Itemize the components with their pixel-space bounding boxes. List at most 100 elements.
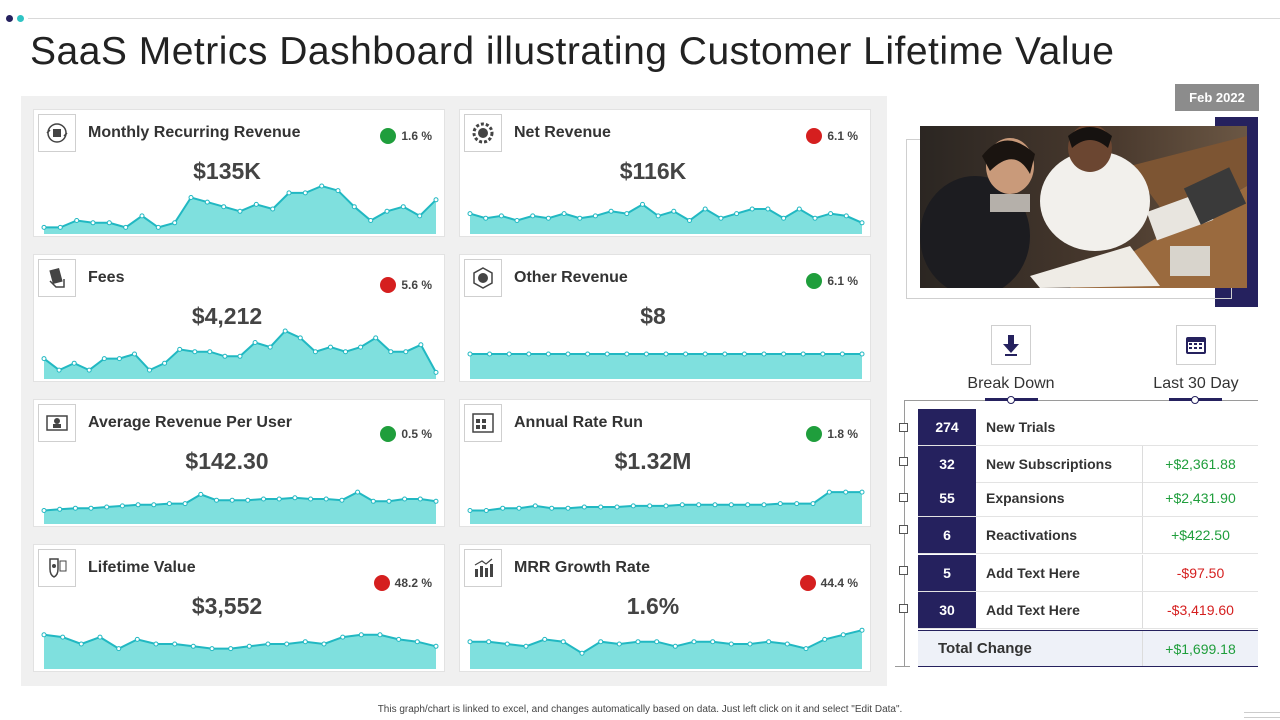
sparkline-point (812, 215, 818, 221)
sparkline-point (483, 508, 489, 513)
row-checkbox[interactable] (899, 457, 908, 466)
sparkline-point (282, 328, 288, 334)
up-arrow-icon (380, 128, 397, 144)
sparkline-area (470, 354, 862, 379)
sparkline-point (843, 489, 849, 495)
down-arrow-icon (373, 575, 390, 591)
change-indicator: 1.8 % (806, 426, 858, 442)
sparkline-point (134, 636, 140, 642)
sparkline-point (286, 190, 292, 196)
sparkline-point (204, 199, 210, 205)
sparkline-line (43, 490, 437, 512)
card-value: $4,212 (191, 303, 263, 329)
user-monitor-icon (38, 404, 76, 442)
sparkline-point (414, 639, 420, 645)
calendar-grid-icon (464, 404, 502, 442)
sparkline-point (139, 213, 145, 219)
row-checkbox[interactable] (899, 525, 908, 534)
sparkline-chart (41, 183, 439, 234)
sparkline-point (741, 351, 747, 357)
card-net-revenue[interactable]: Net Revenue 6.1 % $116K (459, 109, 871, 237)
sparkline-point (119, 503, 125, 509)
dollar-gear-icon (464, 114, 502, 152)
sparkline-point (592, 213, 598, 219)
sparkline-point (765, 206, 771, 212)
sparkline-point (663, 351, 669, 357)
sparkline-point (384, 208, 390, 214)
up-arrow-icon (806, 426, 823, 442)
sparkline-point (691, 639, 697, 645)
down-arrow-icon (380, 277, 397, 293)
card-mrr-growth-rate[interactable]: MRR Growth Rate 44.4 % 1.6% (459, 544, 871, 672)
bar-growth-icon (464, 549, 502, 587)
sparkline-point (116, 356, 122, 362)
sparkline-point (747, 641, 753, 647)
sparkline-point (498, 213, 504, 219)
card-fees[interactable]: Fees 5.6 % $4,212 (33, 254, 445, 382)
table-row[interactable]: 6 Reactivations +$422.50 (918, 517, 1258, 554)
sparkline-point (565, 505, 571, 511)
sparkline-point (237, 353, 243, 359)
sparkline-point (483, 215, 489, 221)
card-other-revenue[interactable]: Other Revenue 6.1 % $8 (459, 254, 871, 382)
sparkline-point (614, 504, 620, 510)
row-checkbox[interactable] (899, 493, 908, 502)
card-lifetime-value[interactable]: Lifetime Value 48.2 % $3,552 (33, 544, 445, 672)
sparkline-point (859, 351, 865, 357)
sparkline-point (663, 503, 669, 509)
sparkline-point (514, 218, 520, 223)
table-row[interactable]: 5 Add Text Here -$97.50 (918, 555, 1258, 592)
sparkline-point (545, 215, 551, 221)
sparkline-point (598, 504, 604, 510)
card-value: $116K (619, 158, 687, 184)
card-annual-rate-run[interactable]: Annual Rate Run 1.8 % $1.32M (459, 399, 871, 527)
tab-break-down[interactable]: Break Down (967, 375, 1055, 392)
table-row[interactable]: 55 Expansions +$2,431.90 (918, 480, 1258, 517)
change-indicator: 6.1 % (806, 128, 858, 144)
sparkline-point (728, 641, 734, 647)
sparkline-point (166, 501, 172, 507)
change-indicator: 5.6 % (380, 277, 432, 293)
sparkline-point (585, 351, 591, 357)
sparkline-point (859, 627, 865, 633)
row-checkbox[interactable] (899, 423, 908, 432)
sparkline-point (41, 224, 47, 230)
table-row[interactable]: 30 Add Text Here -$3,419.60 (918, 592, 1258, 629)
table-row[interactable]: 274 New Trials (918, 409, 1258, 446)
row-checkbox[interactable] (899, 566, 908, 575)
sparkline-point (702, 351, 708, 357)
total-change-row: Total Change +$1,699.18 (918, 630, 1258, 667)
sparkline-point (579, 650, 585, 656)
money-cycle-icon (38, 114, 76, 152)
sparkline-point (57, 224, 63, 230)
sparkline-point (467, 639, 473, 645)
card-average-revenue-per-user[interactable]: Average Revenue Per User 0.5 % $142.30 (33, 399, 445, 527)
sparkline-point (467, 508, 473, 513)
change-indicator: 1.6 % (380, 128, 432, 144)
row-checkbox[interactable] (899, 604, 908, 613)
sparkline-point (321, 641, 327, 647)
breakdown-top-rule (905, 400, 1258, 401)
sparkline-point (358, 632, 364, 638)
tab-marker (1007, 396, 1015, 404)
card-value: $142.30 (185, 448, 269, 474)
corner-decoration (1244, 712, 1280, 718)
sparkline-point (598, 639, 604, 645)
break-down-icon[interactable] (991, 325, 1031, 365)
table-row[interactable]: 32 New Subscriptions +$2,361.88 (918, 446, 1258, 483)
tab-last-30-day[interactable]: Last 30 Day (1153, 375, 1239, 392)
sparkline-point (616, 641, 622, 647)
sparkline-point (41, 356, 47, 362)
sparkline-point (722, 351, 728, 357)
card-monthly-recurring-revenue[interactable]: Monthly Recurring Revenue 1.6 % $135K (33, 109, 445, 237)
sparkline-chart (41, 632, 439, 669)
sparkline-point (803, 646, 809, 652)
sparkline-point (417, 213, 423, 219)
sparkline-point (97, 634, 103, 640)
sparkline-point (794, 501, 800, 507)
down-arrow-icon (806, 128, 823, 144)
calendar-icon[interactable] (1176, 325, 1216, 365)
card-title: Lifetime Value (88, 559, 196, 576)
sparkline-point (672, 643, 678, 649)
sparkline-point (766, 639, 772, 645)
